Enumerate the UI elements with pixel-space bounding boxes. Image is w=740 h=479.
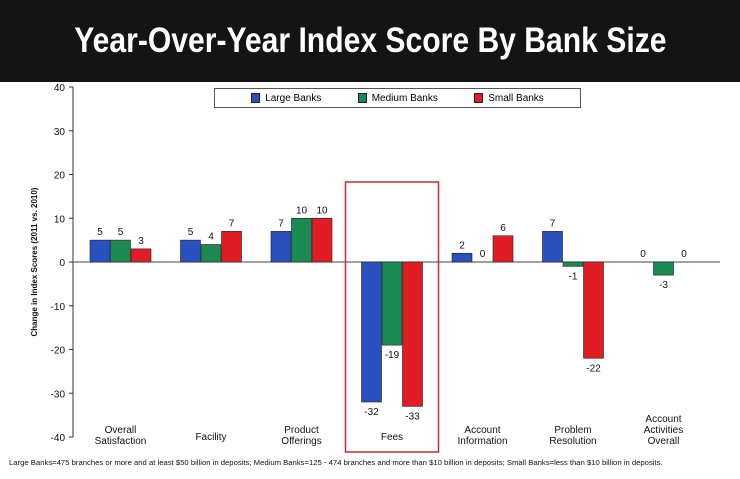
bar-value-label: 10	[296, 205, 308, 216]
legend-item: Medium Banks	[357, 92, 438, 104]
y-tick-label: 40	[54, 83, 66, 94]
y-tick-label: 10	[54, 214, 66, 225]
bar-value-label: 5	[118, 227, 124, 238]
x-category-label: Fees	[381, 432, 403, 443]
bar-medium-banks	[653, 261, 674, 276]
legend-label: Medium Banks	[371, 92, 438, 104]
y-tick-label: -40	[51, 433, 66, 444]
y-tick-label: 30	[54, 127, 66, 138]
bar-small-banks	[492, 235, 514, 263]
y-tick-label: 0	[59, 258, 65, 269]
legend-swatch	[357, 93, 367, 103]
bar-large-banks	[451, 252, 473, 263]
bar-value-label: 2	[459, 240, 465, 251]
bar-value-label: 10	[316, 205, 328, 216]
y-tick-label: 20	[54, 171, 66, 182]
bar-medium-banks	[291, 217, 312, 263]
legend-swatch	[474, 93, 484, 103]
legend-label: Large Banks	[265, 92, 322, 104]
y-tick-label: -20	[51, 346, 66, 357]
bar-value-label: 5	[188, 227, 194, 238]
bar-large-banks	[270, 231, 292, 263]
legend-swatch	[251, 93, 261, 103]
bar-value-label: -22	[586, 363, 601, 374]
bar-medium-banks	[110, 239, 131, 263]
bar-medium-banks	[562, 261, 584, 267]
x-category-label: Facility	[195, 432, 226, 443]
bar-value-label: -19	[385, 350, 400, 361]
x-category-label: Offerings	[281, 436, 321, 447]
title-bar: Year-Over-Year Index Score By Bank Size	[0, 0, 740, 82]
x-category-label: Resolution	[549, 436, 596, 447]
x-category-label: Account	[645, 414, 681, 425]
bar-small-banks	[311, 217, 333, 263]
bars-layer	[89, 217, 694, 407]
bar-value-label: -1	[569, 271, 578, 282]
bar-value-label: 4	[208, 232, 214, 243]
bar-value-label: 3	[138, 236, 144, 247]
x-category-label: Overall	[648, 436, 680, 447]
bar-value-label: 6	[500, 223, 506, 234]
bar-large-banks	[180, 239, 201, 263]
bar-value-label: 0	[681, 249, 687, 260]
bar-value-label: 7	[550, 218, 556, 229]
bar-value-label: 0	[640, 249, 646, 260]
bar-large-banks	[361, 261, 382, 403]
legend-item: Large Banks	[251, 93, 321, 104]
footnote: Large Banks=475 branches or more and at …	[9, 458, 663, 467]
bar-value-label: -32	[364, 407, 379, 418]
legend-item: Small Banks	[474, 93, 544, 104]
bar-value-label: 0	[480, 249, 486, 260]
x-category-label: Information	[457, 436, 507, 447]
legend-label: Small Banks	[488, 92, 544, 104]
bar-large-banks	[89, 239, 111, 263]
bar-small-banks	[221, 231, 242, 263]
bar-medium-banks	[200, 244, 222, 263]
chart-title: Year-Over-Year Index Score By Bank Size	[73, 21, 667, 60]
bar-small-banks	[583, 261, 604, 359]
bar-value-label: -3	[659, 280, 668, 291]
bar-value-label: -33	[405, 411, 420, 422]
x-category-label: Product	[284, 425, 319, 436]
bar-small-banks	[130, 248, 152, 263]
bar-value-label: 5	[97, 227, 103, 238]
y-tick-label: -30	[51, 389, 66, 400]
x-category-label: Overall	[105, 425, 137, 436]
bar-medium-banks	[381, 261, 403, 346]
x-category-label: Satisfaction	[95, 436, 147, 447]
y-tick-label: -10	[51, 302, 66, 313]
bar-value-label: 7	[229, 218, 235, 229]
x-category-label: Account	[464, 425, 500, 436]
highlight-box-fees	[344, 181, 440, 453]
bar-small-banks	[402, 261, 423, 407]
bar-value-label: 7	[278, 218, 284, 229]
x-category-label: Problem	[554, 425, 591, 436]
legend: Large Banks Medium Banks Small Banks	[214, 88, 581, 108]
bar-large-banks	[542, 231, 563, 263]
y-axis-label: Change in Index Scores (2011 vs. 2010)	[30, 187, 39, 336]
x-category-label: Activities	[644, 425, 683, 436]
